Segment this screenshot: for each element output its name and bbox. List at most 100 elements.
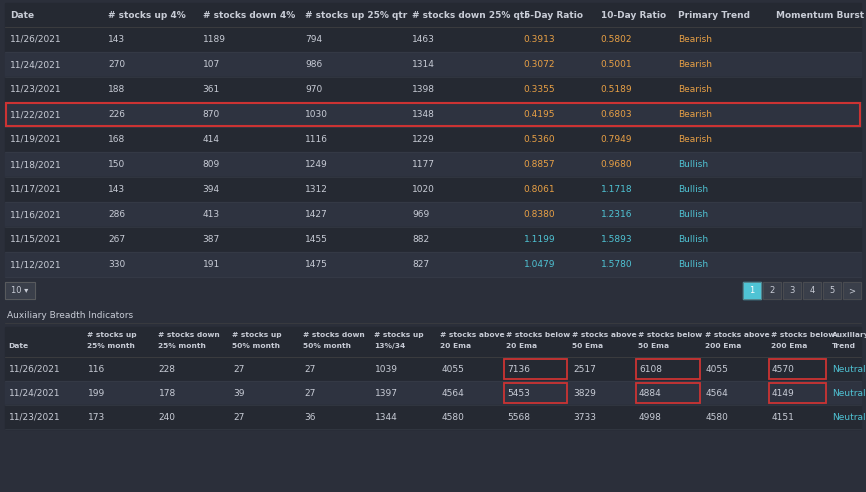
Text: 11/17/2021: 11/17/2021 xyxy=(10,185,61,194)
Text: Bearish: Bearish xyxy=(678,85,712,94)
Text: 0.5189: 0.5189 xyxy=(601,85,632,94)
Text: Auxillary: Auxillary xyxy=(831,332,866,338)
Text: 1455: 1455 xyxy=(306,235,328,244)
Text: # stocks down: # stocks down xyxy=(303,332,365,338)
Text: 2517: 2517 xyxy=(573,365,596,373)
Text: 0.5802: 0.5802 xyxy=(601,35,632,44)
Text: # stocks above: # stocks above xyxy=(440,332,505,338)
Text: 39: 39 xyxy=(233,389,245,398)
Text: 4580: 4580 xyxy=(706,412,728,422)
Text: 330: 330 xyxy=(108,260,126,269)
Text: 178: 178 xyxy=(158,389,176,398)
Text: 50% month: 50% month xyxy=(232,343,281,349)
Text: Bearish: Bearish xyxy=(678,35,712,44)
Text: 1189: 1189 xyxy=(203,35,226,44)
Text: 1.1718: 1.1718 xyxy=(601,185,632,194)
Text: 794: 794 xyxy=(306,35,322,44)
Bar xyxy=(5,52,861,77)
Text: # stocks down: # stocks down xyxy=(158,332,220,338)
Text: 11/23/2021: 11/23/2021 xyxy=(10,85,61,94)
Text: 11/18/2021: 11/18/2021 xyxy=(10,160,61,169)
Text: 11/19/2021: 11/19/2021 xyxy=(10,135,61,144)
Text: 1229: 1229 xyxy=(412,135,435,144)
Bar xyxy=(803,282,821,299)
Text: 1397: 1397 xyxy=(375,389,398,398)
Bar xyxy=(5,177,861,202)
Text: # stocks up: # stocks up xyxy=(232,332,282,338)
Text: 1030: 1030 xyxy=(306,110,328,119)
Text: 2: 2 xyxy=(769,286,774,295)
Text: 6108: 6108 xyxy=(639,365,662,373)
Text: Neutral: Neutral xyxy=(832,389,866,398)
Text: 116: 116 xyxy=(87,365,105,373)
Text: Auxiliary Breadth Indicators: Auxiliary Breadth Indicators xyxy=(7,311,133,320)
Text: 809: 809 xyxy=(203,160,220,169)
Text: 11/23/2021: 11/23/2021 xyxy=(9,412,61,422)
Text: 3: 3 xyxy=(789,286,795,295)
Bar xyxy=(5,227,861,252)
Bar xyxy=(763,282,781,299)
Bar xyxy=(5,405,861,429)
Text: 1463: 1463 xyxy=(412,35,436,44)
Bar xyxy=(803,282,821,299)
Text: 387: 387 xyxy=(203,235,220,244)
Text: 0.6803: 0.6803 xyxy=(601,110,632,119)
Text: 1348: 1348 xyxy=(412,110,436,119)
Bar xyxy=(783,282,801,299)
Text: Date: Date xyxy=(10,10,34,20)
Text: 20 Ema: 20 Ema xyxy=(440,343,471,349)
Bar xyxy=(5,77,861,102)
Text: 394: 394 xyxy=(203,185,220,194)
Text: Date: Date xyxy=(8,343,28,349)
Text: 4564: 4564 xyxy=(442,389,464,398)
Text: 0.7949: 0.7949 xyxy=(601,135,632,144)
Text: 5: 5 xyxy=(830,286,835,295)
Bar xyxy=(823,282,841,299)
Text: 882: 882 xyxy=(412,235,430,244)
Text: 4055: 4055 xyxy=(706,365,728,373)
Text: 11/26/2021: 11/26/2021 xyxy=(9,365,61,373)
Text: 143: 143 xyxy=(108,35,126,44)
Text: # stocks up 4%: # stocks up 4% xyxy=(108,10,186,20)
Text: 5453: 5453 xyxy=(507,389,530,398)
Text: 50 Ema: 50 Ema xyxy=(572,343,604,349)
Text: 1.5780: 1.5780 xyxy=(601,260,632,269)
Bar xyxy=(636,383,700,403)
Text: 4151: 4151 xyxy=(772,412,795,422)
Text: 50 Ema: 50 Ema xyxy=(638,343,669,349)
Text: Bullish: Bullish xyxy=(678,185,708,194)
Text: 4580: 4580 xyxy=(442,412,464,422)
Text: 1: 1 xyxy=(749,286,754,295)
Bar xyxy=(743,282,761,299)
Bar xyxy=(783,282,801,299)
Text: 870: 870 xyxy=(203,110,220,119)
Bar xyxy=(504,359,567,379)
Bar xyxy=(763,282,781,299)
Text: Bullish: Bullish xyxy=(678,235,708,244)
Text: 20 Ema: 20 Ema xyxy=(507,343,537,349)
Text: Trend: Trend xyxy=(831,343,856,349)
Text: 0.9680: 0.9680 xyxy=(601,160,632,169)
Text: # stocks down 4%: # stocks down 4% xyxy=(203,10,294,20)
Text: 200 Ema: 200 Ema xyxy=(705,343,741,349)
Text: 50% month: 50% month xyxy=(303,343,352,349)
Text: 1475: 1475 xyxy=(306,260,328,269)
Text: Bearish: Bearish xyxy=(678,110,712,119)
Text: 27: 27 xyxy=(304,389,316,398)
Text: 1039: 1039 xyxy=(375,365,398,373)
Text: 143: 143 xyxy=(108,185,126,194)
Text: 11/24/2021: 11/24/2021 xyxy=(9,389,61,398)
Bar xyxy=(5,152,861,177)
Text: 10 ▾: 10 ▾ xyxy=(11,286,29,295)
Text: 1.5893: 1.5893 xyxy=(601,235,632,244)
Text: 0.8061: 0.8061 xyxy=(524,185,555,194)
Text: 173: 173 xyxy=(87,412,105,422)
Text: 1314: 1314 xyxy=(412,60,436,69)
Bar xyxy=(504,383,567,403)
Text: 0.5001: 0.5001 xyxy=(601,60,632,69)
Text: 11/16/2021: 11/16/2021 xyxy=(10,210,61,219)
Text: # stocks down 25% qtr: # stocks down 25% qtr xyxy=(412,10,529,20)
Text: 1020: 1020 xyxy=(412,185,436,194)
Text: 4884: 4884 xyxy=(639,389,662,398)
Text: Bearish: Bearish xyxy=(678,135,712,144)
